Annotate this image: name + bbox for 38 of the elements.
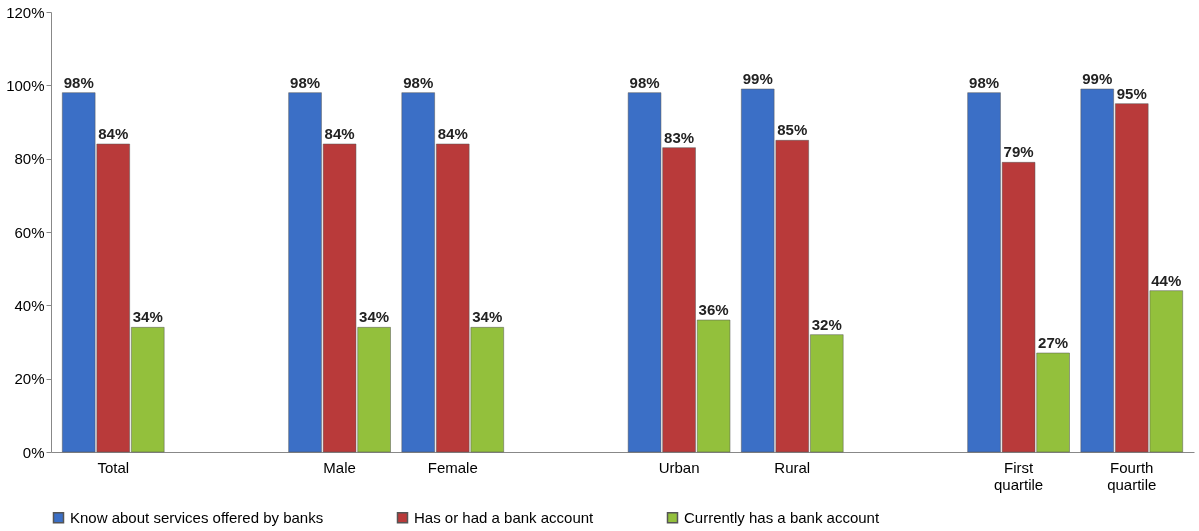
x-tick-label: Total [97, 458, 130, 476]
data-label: 84% [98, 125, 129, 142]
legend-label: Currently has a bank account [684, 508, 880, 526]
data-label: 44% [1151, 271, 1182, 289]
data-label: 84% [324, 125, 355, 142]
y-tick-label: 60% [14, 223, 45, 241]
data-label: 84% [437, 125, 468, 142]
y-tick-label: 20% [14, 370, 45, 388]
data-label: 36% [698, 301, 729, 318]
x-tick-label: Rural [774, 458, 811, 476]
data-label: 34% [472, 308, 503, 326]
y-tick-label: 80% [14, 150, 45, 168]
data-label: 99% [742, 70, 773, 87]
data-label: 99% [1082, 70, 1113, 87]
data-label: 34% [132, 308, 163, 326]
y-tick-label: 120% [6, 3, 45, 21]
x-tick-label: Female [427, 458, 478, 476]
y-tick-label: 0% [22, 443, 45, 461]
data-label: 85% [777, 121, 808, 139]
x-tick-label: Fourth quartile [1107, 458, 1157, 493]
data-label: 98% [403, 73, 434, 91]
data-label: 95% [1116, 84, 1147, 102]
data-label: 98% [290, 73, 321, 91]
x-tick-label: First quartile [993, 458, 1044, 493]
legend-label: Has or had a bank account [414, 508, 595, 526]
data-label: 98% [629, 73, 660, 91]
y-tick-label: 100% [6, 76, 45, 94]
x-tick-label: Male [323, 458, 356, 476]
legend-label: Know about services offered by banks [70, 508, 324, 526]
data-label: 79% [1003, 143, 1034, 161]
data-label: 32% [811, 315, 842, 333]
data-label: 27% [1038, 334, 1069, 351]
x-tick-label: Urban [658, 458, 700, 476]
data-label: 34% [359, 308, 390, 326]
data-label: 98% [63, 73, 94, 91]
data-label: 83% [664, 128, 695, 146]
data-label: 98% [969, 73, 1000, 91]
y-tick-label: 40% [14, 296, 45, 314]
